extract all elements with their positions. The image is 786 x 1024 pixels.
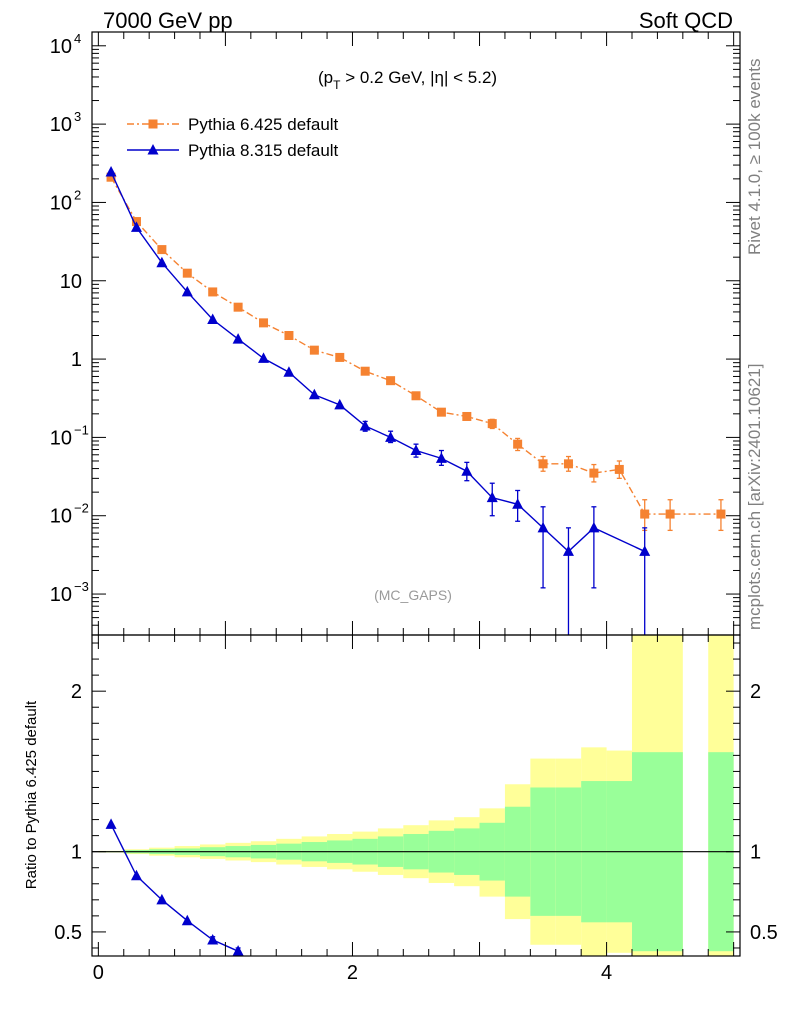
ratio-y-tick-label-right: 0.5 — [750, 922, 778, 944]
y-tick-exponent: 2 — [74, 187, 81, 202]
x-tick-label: 2 — [347, 962, 358, 984]
data-point — [436, 407, 446, 417]
series-line — [110, 171, 646, 553]
data-point — [181, 285, 193, 297]
watermark: (MC_GAPS) — [374, 587, 452, 603]
ratio-y-tick-label-left: 2 — [71, 681, 82, 703]
data-point — [360, 366, 370, 376]
data-point — [105, 818, 117, 829]
data-point — [410, 444, 422, 456]
legend-label: Pythia 8.315 default — [188, 141, 339, 160]
header-left: 7000 GeV pp — [103, 8, 233, 33]
data-point — [563, 459, 573, 469]
legend: Pythia 6.425 default Pythia 8.315 default — [127, 115, 339, 160]
data-point — [359, 419, 371, 431]
data-point — [207, 313, 219, 325]
y-tick-exponent: −1 — [74, 422, 89, 437]
y-tick-label: 10 — [50, 584, 72, 606]
side-label-mcplots: mcplots.cern.ch [arXiv:2401.10621] — [745, 364, 764, 630]
data-point — [207, 933, 219, 945]
ratio-y-tick-label-right: 1 — [750, 842, 761, 864]
data-point — [309, 345, 319, 355]
data-point — [461, 465, 473, 476]
data-point — [537, 521, 549, 533]
y-tick-exponent: −3 — [74, 579, 89, 594]
main-plot-area — [105, 165, 726, 635]
data-point — [156, 893, 168, 905]
data-point — [208, 287, 218, 297]
axes — [91, 31, 741, 957]
data-point — [665, 509, 675, 519]
data-point — [639, 545, 651, 556]
data-point — [232, 333, 244, 344]
x-tick-label: 0 — [93, 962, 104, 984]
data-point — [588, 521, 600, 533]
data-point — [487, 419, 497, 429]
data-point — [105, 165, 117, 177]
data-point — [259, 318, 269, 328]
data-point — [156, 256, 168, 268]
data-point — [148, 119, 158, 129]
y-tick-label: 10 — [50, 506, 72, 528]
data-point — [157, 245, 167, 255]
cut-label: (pT > 0.2 GeV, |η| < 5.2) — [318, 68, 497, 92]
data-point — [334, 398, 346, 410]
x-tick-label: 4 — [601, 962, 612, 984]
data-point — [283, 366, 295, 377]
data-point — [181, 914, 193, 926]
ratio-series-line — [110, 824, 239, 952]
data-point — [182, 268, 192, 278]
y-tick-exponent: −2 — [74, 501, 89, 516]
legend-label: Pythia 6.425 default — [188, 115, 339, 134]
data-point — [486, 491, 498, 503]
header-right: Soft QCD — [639, 8, 733, 33]
data-point — [147, 144, 159, 155]
ratio-bands — [92, 635, 740, 956]
ratio-frame — [91, 634, 741, 957]
y-tick-exponent: 3 — [74, 109, 81, 124]
data-point — [512, 498, 524, 509]
series-line — [110, 176, 721, 515]
y-tick-label: 10 — [50, 427, 72, 449]
data-point — [335, 352, 345, 362]
data-point — [538, 459, 548, 469]
data-point — [308, 388, 320, 400]
data-point — [640, 509, 650, 519]
data-point — [385, 431, 397, 442]
data-point — [411, 391, 421, 401]
data-point — [716, 509, 726, 519]
data-point — [258, 352, 270, 363]
y-tick-label: 10 — [60, 271, 82, 293]
data-point — [232, 945, 244, 956]
data-point — [130, 221, 142, 232]
data-point — [589, 468, 599, 478]
data-point — [562, 545, 574, 556]
data-point — [130, 869, 142, 881]
data-point — [233, 302, 243, 312]
y-tick-exponent: 4 — [74, 31, 81, 46]
ratio-plot-area — [105, 818, 244, 956]
data-point — [386, 376, 396, 386]
data-point — [106, 172, 116, 182]
data-point — [513, 439, 523, 449]
side-label-rivet: Rivet 4.1.0, ≥ 100k events — [745, 59, 764, 255]
y-tick-label: 10 — [50, 36, 72, 58]
data-point — [614, 464, 624, 474]
data-point — [284, 331, 294, 341]
data-point — [435, 452, 447, 463]
y-tick-label: 1 — [71, 349, 82, 371]
ratio-y-tick-label-left: 1 — [71, 842, 82, 864]
y-tick-label: 10 — [50, 192, 72, 214]
ratio-y-tick-label-left: 0.5 — [54, 922, 82, 944]
y-tick-label: 10 — [50, 114, 72, 136]
ratio-ylabel: Ratio to Pythia 6.425 default — [23, 700, 40, 889]
data-point — [462, 411, 472, 421]
ratio-y-tick-label-right: 2 — [750, 681, 761, 703]
